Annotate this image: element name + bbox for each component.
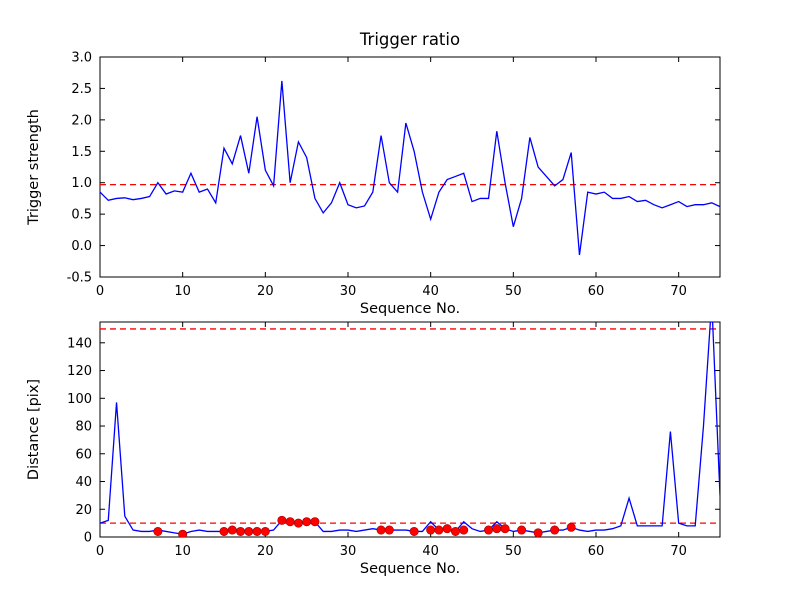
inlier-point	[434, 525, 444, 535]
inlier-point	[236, 526, 246, 536]
plot-area	[99, 321, 721, 538]
y-tick-label: 60	[75, 447, 92, 462]
inlier-point	[566, 522, 576, 532]
inlier-point	[450, 526, 460, 536]
y-tick-label: 100	[67, 392, 92, 407]
x-tick-label: 0	[96, 284, 104, 299]
x-tick-label: 50	[505, 544, 522, 559]
inlier-point	[442, 524, 452, 534]
inlier-point	[459, 525, 469, 535]
x-tick-label: 10	[174, 544, 191, 559]
y-tick-label: 3.0	[71, 51, 92, 66]
inlier-point	[252, 526, 262, 536]
x-tick-label: 70	[670, 544, 687, 559]
x-tick-label: 10	[174, 284, 191, 299]
inlier-point	[302, 517, 312, 527]
x-tick-label: 30	[340, 544, 357, 559]
x-tick-label: 40	[422, 284, 439, 299]
y-tick-label: 0	[84, 531, 92, 546]
x-tick-label: 30	[340, 284, 357, 299]
y-tick-label: 80	[75, 420, 92, 435]
inlier-point	[153, 526, 163, 536]
trigger-strength-line	[100, 80, 720, 256]
inlier-point	[178, 529, 188, 537]
plot-area	[99, 56, 721, 278]
x-tick-label: 40	[422, 544, 439, 559]
y-tick-label: 0.0	[71, 239, 92, 254]
inlier-point	[517, 525, 527, 535]
y-tick-label: 40	[75, 475, 92, 490]
x-tick-label: 70	[670, 284, 687, 299]
inlier-point	[492, 524, 502, 534]
y-axis-label: Trigger strength	[26, 109, 42, 226]
y-tick-label: 2.0	[71, 113, 92, 128]
inlier-point	[550, 525, 560, 535]
inlier-point	[244, 526, 254, 536]
inlier-point	[533, 528, 543, 537]
y-axis-label: Distance [pix]	[26, 379, 42, 480]
inlier-point	[426, 525, 436, 535]
inlier-point	[376, 525, 386, 535]
x-tick-label: 50	[505, 284, 522, 299]
y-tick-label: 1.0	[71, 176, 92, 191]
y-tick-label: 20	[75, 503, 92, 518]
bottom-chart: 0 10 20 30 40 50 60 70 0 20 40 60 80 100 120 140 Sequenc…	[26, 321, 721, 577]
inlier-point	[310, 517, 320, 527]
x-axis-label: Sequence No.	[360, 561, 460, 577]
x-tick-label: 20	[257, 544, 274, 559]
inlier-point	[500, 524, 510, 534]
y-tick-label: 2.5	[71, 82, 92, 97]
y-tick-label: 140	[67, 336, 92, 351]
x-tick-label: 0	[96, 544, 104, 559]
y-tick-label: 1.5	[71, 145, 92, 160]
inlier-point	[227, 525, 237, 535]
x-axis-label: Sequence No.	[360, 301, 460, 317]
inlier-point	[384, 525, 394, 535]
inlier-point	[219, 526, 229, 536]
top-chart: 0 10 20 30 40 50 60 70 -0.5 0.0 0.5 1.0 1.5 2.0 2.5 3.0…	[26, 30, 721, 317]
x-tick-label: 60	[588, 544, 605, 559]
y-tick-label: 120	[67, 364, 92, 379]
inlier-point	[293, 518, 303, 528]
y-tick-label: -0.5	[67, 271, 92, 286]
inlier-point	[484, 525, 494, 535]
x-tick-label: 60	[588, 284, 605, 299]
y-tick-label: 0.5	[71, 208, 92, 223]
x-tick-label: 20	[257, 284, 274, 299]
inlier-point	[260, 526, 270, 536]
inlier-point	[277, 515, 287, 525]
chart-title: Trigger ratio	[359, 30, 460, 49]
inlier-point	[285, 517, 295, 527]
inlier-point	[409, 526, 419, 536]
